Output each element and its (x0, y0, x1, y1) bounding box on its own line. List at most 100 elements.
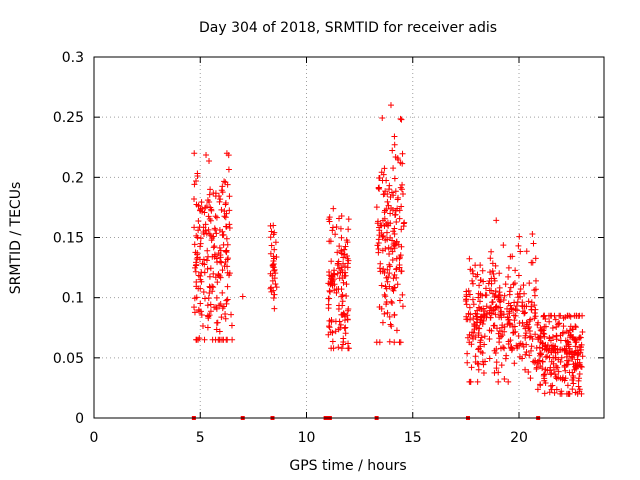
data-point (373, 204, 380, 211)
axis-ticks (93, 56, 604, 419)
data-point (501, 345, 508, 352)
data-point (326, 324, 333, 331)
data-point (541, 375, 548, 382)
data-point (382, 207, 389, 214)
data-point (569, 326, 576, 333)
data-point (488, 305, 495, 312)
data-point (225, 166, 232, 173)
data-point (483, 303, 490, 310)
data-point (205, 295, 212, 302)
data-point (551, 389, 558, 396)
data-point (391, 133, 398, 140)
data-point (203, 230, 210, 237)
data-point (273, 253, 280, 260)
data-point (533, 364, 540, 371)
data-point (268, 228, 275, 235)
data-point (473, 313, 480, 320)
data-point (196, 308, 203, 315)
data-point (271, 266, 278, 273)
data-point (493, 217, 500, 224)
data-point (390, 228, 397, 235)
data-point (203, 257, 210, 264)
data-point (498, 314, 505, 321)
data-point (191, 309, 198, 316)
data-point (528, 299, 535, 306)
data-point (267, 234, 274, 241)
data-point (561, 377, 568, 384)
data-point (505, 264, 512, 271)
data-point (383, 285, 390, 292)
data-point (219, 305, 226, 312)
data-point (387, 210, 394, 217)
data-point (578, 364, 585, 371)
data-point (492, 349, 499, 356)
data-point (210, 233, 217, 240)
data-point (522, 325, 529, 332)
data-point (270, 222, 277, 229)
data-point (197, 285, 204, 292)
data-point (389, 285, 396, 292)
data-point (558, 390, 565, 397)
data-point (381, 215, 388, 222)
data-point (197, 240, 204, 247)
data-point (337, 321, 344, 328)
data-point (472, 321, 479, 328)
data-point (527, 333, 534, 340)
data-point (191, 195, 198, 202)
data-point (272, 281, 279, 288)
data-point (207, 265, 214, 272)
data-point (542, 379, 549, 386)
data-point (268, 242, 275, 249)
data-point (207, 284, 214, 291)
data-point (218, 187, 225, 194)
data-point (344, 264, 351, 271)
data-point (469, 280, 476, 287)
data-point (480, 317, 487, 324)
data-point (395, 194, 402, 201)
data-point (204, 324, 211, 331)
data-point (380, 171, 387, 178)
data-point (388, 189, 395, 196)
data-point (222, 310, 229, 317)
data-point (470, 270, 477, 277)
data-point (340, 254, 347, 261)
data-point (219, 183, 226, 190)
data-point (529, 230, 536, 237)
data-point (530, 240, 537, 247)
data-point (383, 229, 390, 236)
data-point (508, 306, 515, 313)
data-point (474, 316, 481, 323)
data-point (565, 339, 572, 346)
data-point (467, 266, 474, 273)
data-point (381, 165, 388, 172)
data-point (510, 329, 517, 336)
data-point (375, 246, 382, 253)
data-point (389, 147, 396, 154)
data-point (555, 368, 562, 375)
data-point (547, 364, 554, 371)
data-point (267, 250, 274, 257)
data-point (393, 265, 400, 272)
data-point (217, 300, 224, 307)
data-point (560, 323, 567, 330)
data-point (522, 351, 529, 358)
data-point (271, 246, 278, 253)
data-point (557, 312, 564, 319)
data-point (337, 324, 344, 331)
data-point (386, 182, 393, 189)
data-point (523, 349, 530, 356)
data-point (499, 322, 506, 329)
data-point (522, 366, 529, 373)
data-point (226, 207, 233, 214)
y-tick-label: 0 (75, 411, 84, 427)
data-point (339, 291, 346, 298)
data-point (193, 336, 200, 343)
data-point (271, 291, 278, 298)
data-point (341, 251, 348, 258)
data-point (222, 214, 229, 221)
data-point (224, 181, 231, 188)
data-point (466, 378, 473, 385)
data-point (219, 232, 226, 239)
data-point (566, 312, 573, 319)
data-point (478, 306, 485, 313)
